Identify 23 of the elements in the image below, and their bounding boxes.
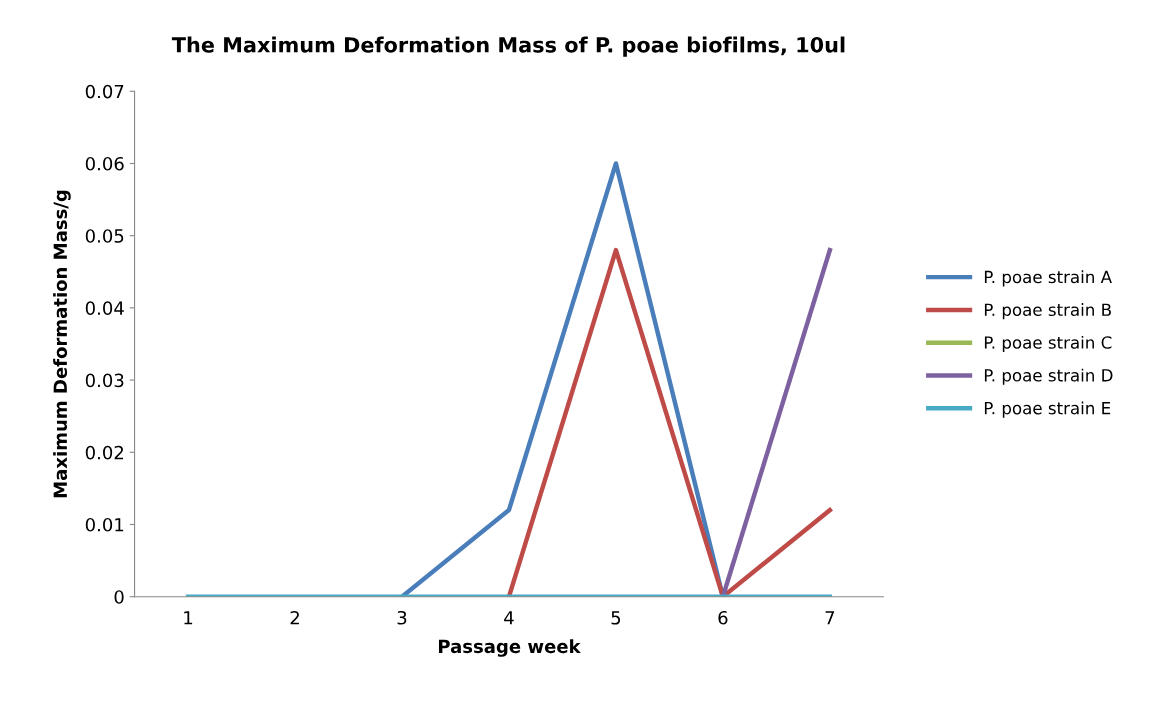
x-tick-label: 6 — [718, 610, 728, 625]
legend-label: P. poae strain D — [984, 368, 1113, 385]
x-tick-label: 5 — [611, 611, 621, 625]
y-tick-label: 0 — [114, 590, 124, 604]
legend-label: P. poae strain C — [984, 335, 1112, 353]
y-tick-label: 0.05 — [85, 229, 124, 243]
y-tick-label: 0.07 — [85, 84, 124, 99]
x-tick-label: 2 — [290, 610, 299, 625]
y-axis-title: Maximum Deformation Mass/g — [53, 190, 71, 498]
legend-label: P. poae strain B — [984, 303, 1111, 320]
y-tick-label: 0.02 — [85, 445, 124, 460]
y-tick-label: 0.01 — [85, 517, 124, 532]
x-axis-title: Passage week — [438, 639, 581, 657]
y-tick-label: 0.06 — [85, 156, 124, 171]
legend-label: P. poae strain A — [984, 270, 1112, 287]
x-tick-label: 1 — [184, 611, 193, 625]
chart-title: The Maximum Deformation Mass of P. poae biofilms, 10ul — [171, 36, 845, 57]
legend-label: P. poae strain E — [984, 401, 1111, 418]
y-tick-label: 0.03 — [85, 373, 124, 388]
x-tick-label: 7 — [825, 611, 835, 625]
x-tick-label: 3 — [397, 610, 407, 625]
y-tick-label: 0.04 — [85, 301, 124, 315]
x-tick-label: 4 — [504, 611, 514, 625]
